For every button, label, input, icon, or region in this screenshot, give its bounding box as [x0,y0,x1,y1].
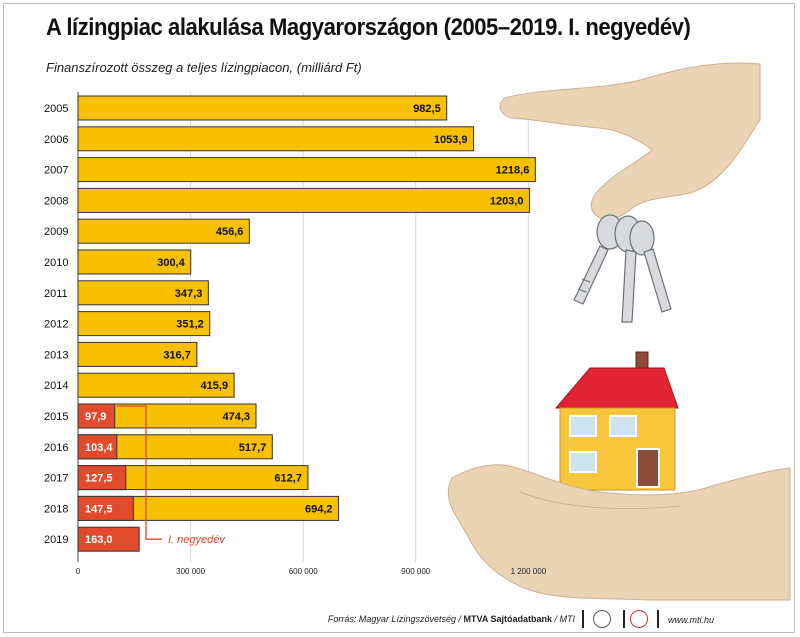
q1-bar [77,434,118,460]
annual-value-label: 300,4 [157,257,185,269]
annual-bar [77,126,475,152]
chart-subtitle: Finanszírozott összeg a teljes lízingpia… [46,60,362,75]
category-label: 2019 [44,534,68,546]
annual-value-label: 351,2 [176,319,204,331]
annual-value-label: 982,5 [413,103,441,115]
annual-value-label: 415,9 [201,380,229,392]
annual-bar [77,218,250,244]
x-tick-label: 900 000 [401,567,430,576]
q1-value-label: 127,5 [85,473,113,485]
q1-bar [77,403,116,429]
q1-value-label: 147,5 [85,503,113,515]
house-illustration [554,351,679,491]
annual-value-label: 612,7 [274,473,302,485]
annual-value-label: 316,7 [163,349,191,361]
q1-annotation: I. negyedév [168,534,226,546]
x-tick-label: 600 000 [289,567,318,576]
lower-hand-illustration [447,464,791,601]
category-label: 2017 [44,473,68,485]
category-label: 2014 [44,380,68,392]
chart-title: A lízingpiac alakulása Magyarországon (2… [46,14,691,41]
footer-divider [657,610,659,628]
annual-bar [77,249,192,275]
category-label: 2015 [44,411,68,423]
q1-bar [77,465,127,491]
category-label: 2005 [44,103,68,115]
category-label: 2016 [44,442,68,454]
mti-logo-icon [630,610,648,628]
keys-and-house-illustration [447,62,791,601]
annual-bar [77,372,235,398]
mtva-logo-icon [593,610,611,628]
x-tick-label: 0 [76,567,81,576]
annual-bar [77,341,198,367]
category-label: 2010 [44,257,68,269]
annual-value-label: 474,3 [222,411,250,423]
annual-bar [77,95,448,121]
annual-value-label: 1053,9 [434,134,468,146]
labels-layer: 0 300 000 600 000 900 000 1 200 000 2005 982,5… [44,103,547,576]
annual-value-label: 694,2 [305,503,333,515]
footer-divider [623,610,625,628]
chart-frame [3,3,795,633]
category-label: 2007 [44,165,68,177]
category-label: 2012 [44,319,68,331]
bars-layer [77,95,536,552]
q1-bar [77,495,134,521]
annual-value-label: 1203,0 [490,195,524,207]
annual-value-label: 517,7 [239,442,267,454]
annual-bar [77,280,209,306]
annual-value-label: 1218,6 [496,165,530,177]
x-tick-label: 1 200 000 [511,567,547,576]
q1-value-label: 103,4 [85,442,113,454]
q1-value-label: 97,9 [85,411,106,423]
category-label: 2008 [44,195,68,207]
q1-bar [77,526,140,552]
annual-bar [77,311,211,337]
annual-value-label: 347,3 [175,288,203,300]
q1-bracket [116,405,162,540]
upper-hand-illustration [499,62,761,220]
annual-bar [77,157,536,183]
category-label: 2006 [44,134,68,146]
source-text: Forrás: Magyar Lízingszövetség / MTVA Sa… [327,614,575,624]
category-label: 2013 [44,349,68,361]
website-link[interactable]: www.mti.hu [668,615,715,625]
q1-value-label: 163,0 [85,534,113,546]
keys-illustration [573,214,672,323]
annual-value-label: 456,6 [216,226,244,238]
category-label: 2018 [44,503,68,515]
footer-divider [582,610,584,628]
category-label: 2009 [44,226,68,238]
category-label: 2011 [44,288,68,300]
footer: Forrás: Magyar Lízingszövetség / MTVA Sa… [0,608,800,633]
annual-bar [77,187,530,213]
x-tick-label: 300 000 [176,567,205,576]
